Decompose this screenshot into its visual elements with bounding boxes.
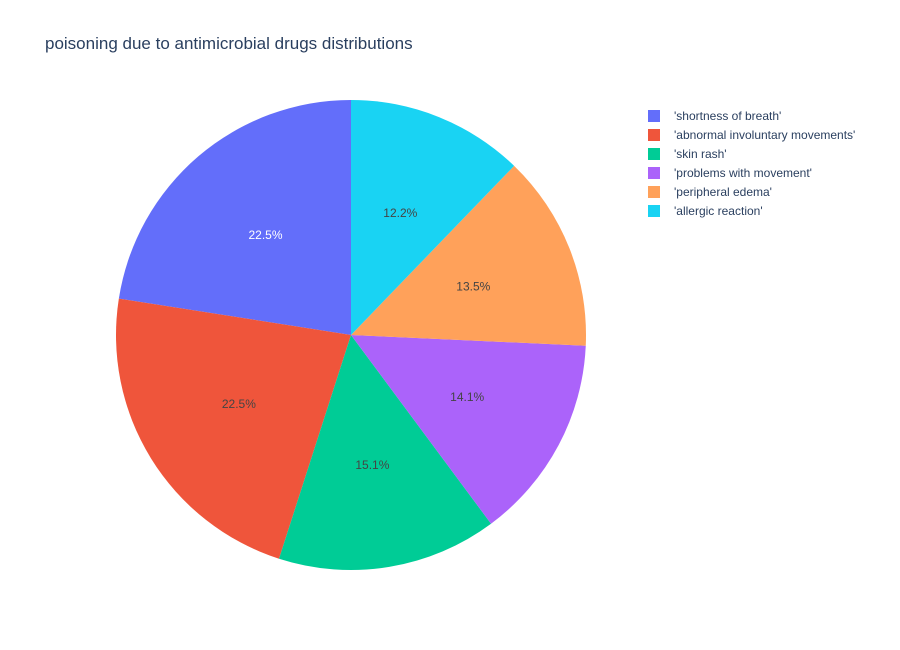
legend-swatch (648, 109, 660, 122)
pie-slices (115, 99, 587, 570)
pie-slice[interactable] (118, 100, 351, 335)
legend-label: 'abnormal involuntary movements' (674, 127, 856, 142)
legend-item[interactable]: 'problems with movement' (648, 163, 855, 182)
legend-item[interactable]: 'shortness of breath' (648, 106, 855, 125)
pie-slice[interactable] (351, 99, 515, 335)
legend-item[interactable]: 'peripheral edema' (648, 182, 855, 201)
legend-swatch (648, 166, 660, 179)
slice-value-label: 13.5% (456, 279, 490, 293)
pie-slice[interactable] (351, 335, 586, 524)
chart-title: poisoning due to antimicrobial drugs dis… (45, 34, 413, 53)
pie-slice[interactable] (279, 335, 492, 570)
legend-label: 'shortness of breath' (674, 108, 782, 123)
legend-swatch (648, 128, 660, 141)
slice-value-label: 14.1% (450, 390, 484, 404)
pie-slice[interactable] (351, 165, 587, 346)
legend-swatch (648, 204, 660, 217)
slice-value-label: 12.2% (383, 206, 417, 220)
legend-label: 'peripheral edema' (674, 184, 772, 199)
legend-item[interactable]: 'abnormal involuntary movements' (648, 125, 855, 144)
slice-value-label: 22.5% (222, 397, 256, 411)
slice-value-label: 22.5% (248, 228, 282, 242)
pie-slice[interactable] (115, 298, 351, 559)
legend: 'shortness of breath' 'abnormal involunta… (648, 106, 855, 220)
pie-slice-labels: 22.5% 22.5% 15.1% 14.1% 13.5% 12.2% (222, 206, 491, 472)
legend-item[interactable]: 'skin rash' (648, 144, 855, 163)
legend-swatch (648, 147, 660, 160)
legend-swatch (648, 185, 660, 198)
legend-label: 'problems with movement' (674, 165, 812, 180)
legend-label: 'allergic reaction' (674, 203, 763, 218)
legend-item[interactable]: 'allergic reaction' (648, 201, 855, 220)
slice-value-label: 15.1% (355, 458, 389, 472)
legend-label: 'skin rash' (674, 146, 727, 161)
